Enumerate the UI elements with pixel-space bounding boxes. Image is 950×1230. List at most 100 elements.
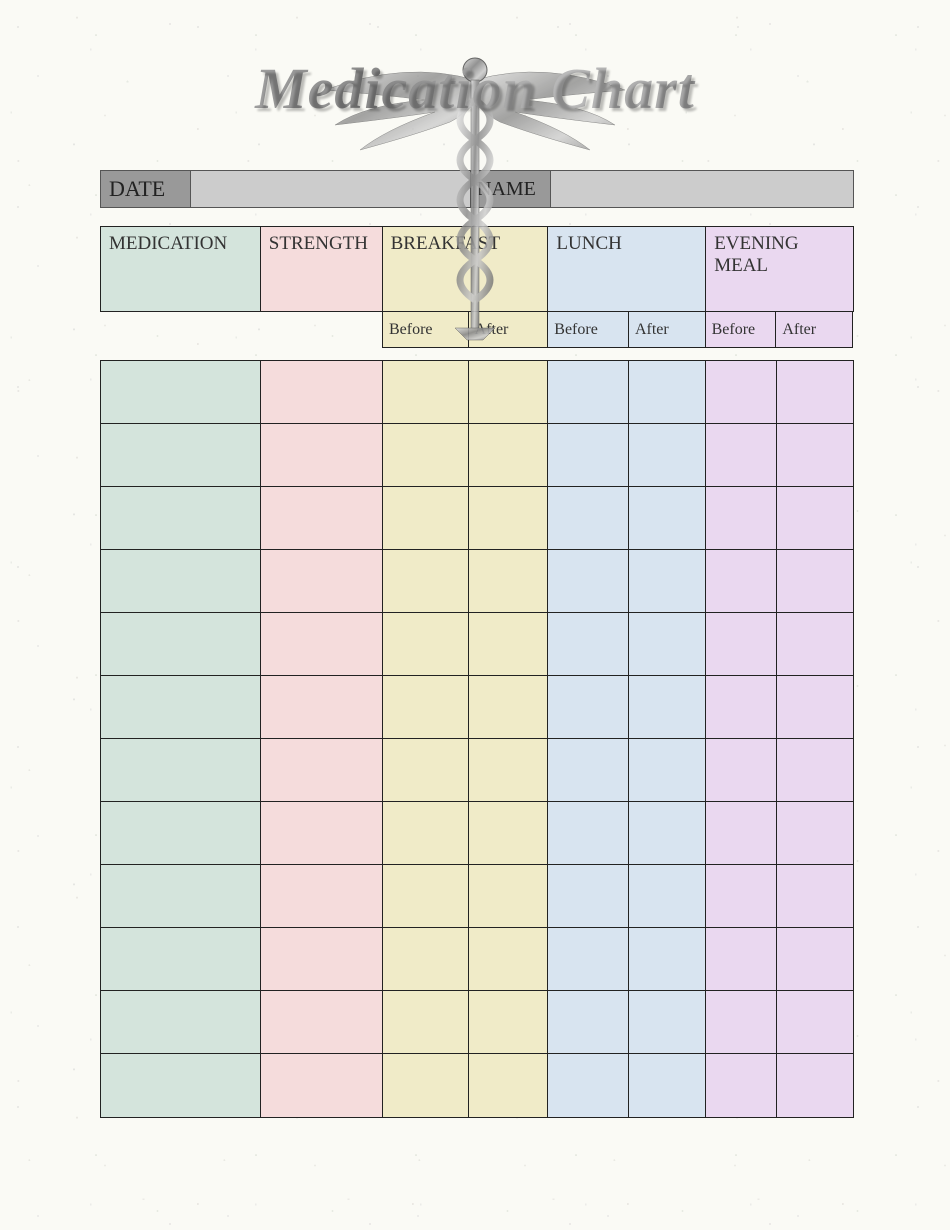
cell-medication[interactable] (101, 424, 261, 486)
cell-breakfast-before[interactable] (383, 676, 469, 738)
cell-lunch-before[interactable] (548, 487, 629, 549)
header-evening: EVENING MEAL (706, 227, 853, 311)
cell-breakfast-before[interactable] (383, 739, 469, 801)
cell-evening-after[interactable] (777, 550, 853, 612)
cell-breakfast-before[interactable] (383, 487, 469, 549)
cell-lunch-after[interactable] (629, 487, 706, 549)
cell-lunch-after[interactable] (629, 1054, 706, 1117)
cell-lunch-before[interactable] (548, 802, 629, 864)
cell-breakfast-after[interactable] (469, 739, 549, 801)
cell-lunch-before[interactable] (548, 991, 629, 1053)
cell-evening-after[interactable] (777, 991, 853, 1053)
cell-medication[interactable] (101, 739, 261, 801)
cell-strength[interactable] (261, 613, 383, 675)
cell-strength[interactable] (261, 676, 383, 738)
cell-breakfast-before[interactable] (383, 802, 469, 864)
cell-strength[interactable] (261, 1054, 383, 1117)
cell-evening-after[interactable] (777, 676, 853, 738)
cell-evening-after[interactable] (777, 1054, 853, 1117)
cell-lunch-before[interactable] (548, 613, 629, 675)
cell-evening-after[interactable] (777, 802, 853, 864)
cell-lunch-after[interactable] (629, 928, 706, 990)
cell-breakfast-after[interactable] (469, 613, 549, 675)
cell-evening-before[interactable] (706, 928, 777, 990)
cell-lunch-before[interactable] (548, 361, 629, 423)
cell-medication[interactable] (101, 487, 261, 549)
cell-lunch-after[interactable] (629, 613, 706, 675)
cell-lunch-before[interactable] (548, 424, 629, 486)
cell-evening-after[interactable] (777, 613, 853, 675)
cell-breakfast-after[interactable] (469, 991, 549, 1053)
cell-lunch-after[interactable] (629, 991, 706, 1053)
cell-breakfast-after[interactable] (469, 1054, 549, 1117)
cell-evening-after[interactable] (777, 424, 853, 486)
cell-strength[interactable] (261, 739, 383, 801)
cell-strength[interactable] (261, 361, 383, 423)
cell-lunch-after[interactable] (629, 802, 706, 864)
cell-medication[interactable] (101, 676, 261, 738)
table-row (101, 361, 853, 424)
date-label: DATE (101, 171, 191, 207)
cell-breakfast-after[interactable] (469, 928, 549, 990)
cell-lunch-before[interactable] (548, 865, 629, 927)
cell-breakfast-before[interactable] (383, 928, 469, 990)
cell-breakfast-before[interactable] (383, 865, 469, 927)
cell-evening-before[interactable] (706, 424, 777, 486)
cell-lunch-after[interactable] (629, 739, 706, 801)
cell-lunch-after[interactable] (629, 424, 706, 486)
cell-lunch-before[interactable] (548, 739, 629, 801)
cell-breakfast-before[interactable] (383, 550, 469, 612)
cell-evening-before[interactable] (706, 865, 777, 927)
cell-evening-before[interactable] (706, 1054, 777, 1117)
table-row (101, 865, 853, 928)
cell-breakfast-after[interactable] (469, 550, 549, 612)
cell-breakfast-before[interactable] (383, 424, 469, 486)
cell-evening-after[interactable] (777, 361, 853, 423)
cell-evening-before[interactable] (706, 550, 777, 612)
cell-breakfast-after[interactable] (469, 424, 549, 486)
cell-medication[interactable] (101, 550, 261, 612)
cell-strength[interactable] (261, 424, 383, 486)
cell-medication[interactable] (101, 865, 261, 927)
cell-breakfast-after[interactable] (469, 487, 549, 549)
cell-evening-before[interactable] (706, 613, 777, 675)
cell-strength[interactable] (261, 802, 383, 864)
cell-evening-after[interactable] (777, 487, 853, 549)
cell-evening-after[interactable] (777, 739, 853, 801)
cell-lunch-before[interactable] (548, 928, 629, 990)
cell-lunch-after[interactable] (629, 865, 706, 927)
cell-breakfast-before[interactable] (383, 1054, 469, 1117)
cell-evening-after[interactable] (777, 865, 853, 927)
cell-evening-before[interactable] (706, 487, 777, 549)
cell-evening-before[interactable] (706, 802, 777, 864)
cell-evening-before[interactable] (706, 991, 777, 1053)
cell-breakfast-after[interactable] (469, 865, 549, 927)
cell-evening-after[interactable] (777, 928, 853, 990)
cell-breakfast-after[interactable] (469, 802, 549, 864)
cell-lunch-before[interactable] (548, 550, 629, 612)
cell-strength[interactable] (261, 991, 383, 1053)
cell-strength[interactable] (261, 928, 383, 990)
cell-medication[interactable] (101, 928, 261, 990)
cell-breakfast-before[interactable] (383, 991, 469, 1053)
cell-medication[interactable] (101, 802, 261, 864)
cell-lunch-after[interactable] (629, 361, 706, 423)
cell-medication[interactable] (101, 991, 261, 1053)
cell-lunch-after[interactable] (629, 676, 706, 738)
cell-breakfast-after[interactable] (469, 676, 549, 738)
cell-breakfast-after[interactable] (469, 361, 549, 423)
cell-strength[interactable] (261, 865, 383, 927)
cell-evening-before[interactable] (706, 739, 777, 801)
cell-lunch-after[interactable] (629, 550, 706, 612)
cell-evening-before[interactable] (706, 361, 777, 423)
cell-strength[interactable] (261, 550, 383, 612)
cell-strength[interactable] (261, 487, 383, 549)
cell-medication[interactable] (101, 1054, 261, 1117)
cell-medication[interactable] (101, 613, 261, 675)
cell-lunch-before[interactable] (548, 676, 629, 738)
cell-breakfast-before[interactable] (383, 613, 469, 675)
cell-evening-before[interactable] (706, 676, 777, 738)
cell-lunch-before[interactable] (548, 1054, 629, 1117)
cell-medication[interactable] (101, 361, 261, 423)
cell-breakfast-before[interactable] (383, 361, 469, 423)
